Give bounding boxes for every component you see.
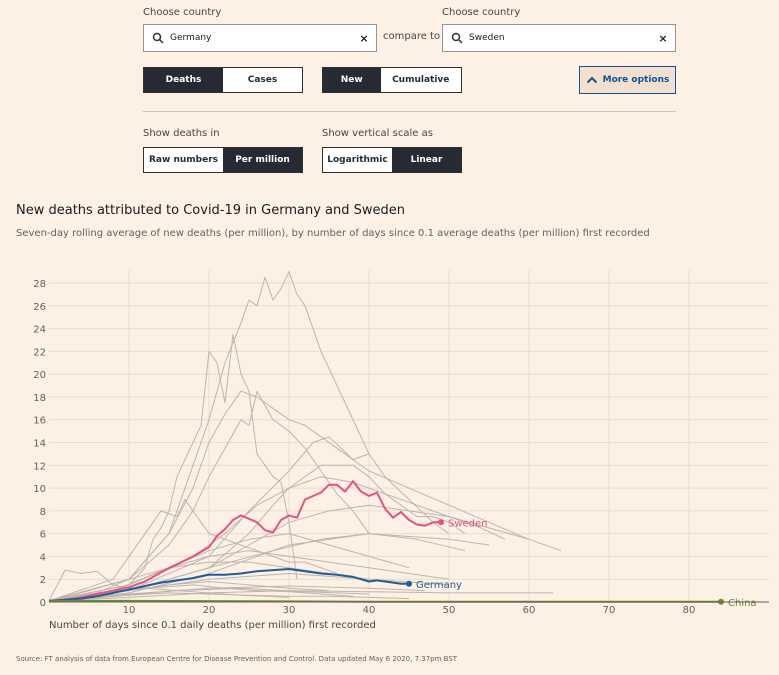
x-tick-label: 60 — [523, 605, 536, 616]
country1-label: Choose country — [143, 7, 222, 18]
x-tick-label: 80 — [683, 605, 696, 616]
y-tick-label: 18 — [33, 393, 46, 404]
clear-country2-icon[interactable]: × — [658, 31, 668, 45]
y-tick-label: 22 — [33, 347, 46, 358]
y-tick-label: 24 — [33, 325, 46, 336]
y-tick-label: 4 — [40, 552, 46, 563]
y-tick-label: 14 — [33, 439, 46, 450]
y-tick-label: 26 — [33, 302, 46, 313]
y-tick-label: 12 — [33, 461, 46, 472]
sweden-line — [48, 480, 441, 602]
chart-subtitle: Seven-day rolling average of new deaths … — [16, 228, 650, 239]
show-deaths-label: Show deaths in — [143, 128, 220, 139]
y-tick-label: 16 — [33, 416, 46, 427]
x-tick-label: 50 — [443, 605, 456, 616]
germany-line — [48, 568, 409, 602]
china-series-label: China — [728, 598, 757, 609]
country1-value: Germany — [170, 33, 212, 43]
other-country-line — [48, 590, 553, 602]
toggle-per-million[interactable]: Per million — [223, 148, 302, 172]
sweden-series-label: Sweden — [448, 518, 488, 529]
clear-country1-icon[interactable]: × — [359, 31, 369, 45]
sweden-end-marker — [438, 519, 444, 526]
germany-series-label: Germany — [416, 580, 462, 591]
x-tick-label: 10 — [123, 605, 136, 616]
toggle-raw-numbers[interactable]: Raw numbers — [144, 148, 223, 172]
other-country-line — [48, 569, 354, 602]
toggle-cumulative[interactable]: Cumulative — [380, 68, 461, 92]
scale-toggle: Logarithmic Linear — [322, 147, 462, 173]
chevron-up-icon — [586, 76, 597, 84]
more-options-label: More options — [602, 75, 670, 85]
compare-to-label: compare to — [383, 31, 441, 42]
chart-axes: 10 20 30 40 50 60 70 80024681012141618202224262… — [33, 279, 769, 616]
other-country-line — [48, 585, 426, 602]
x-tick-label: 40 — [363, 605, 376, 616]
other-country-line — [48, 581, 330, 602]
other-country-line — [48, 550, 450, 602]
y-tick-label: 6 — [40, 530, 46, 541]
mode-toggle: New Cumulative — [322, 67, 462, 93]
other-countries-lines — [48, 271, 562, 602]
other-country-line — [48, 464, 466, 602]
y-tick-label: 2 — [40, 575, 46, 586]
toggle-new[interactable]: New — [323, 68, 381, 92]
germany-end-marker — [406, 580, 412, 587]
other-country-line — [48, 390, 530, 602]
more-options-button[interactable]: More options — [579, 66, 676, 94]
metric-toggle: Deaths Cases — [143, 67, 303, 93]
chart-title: New deaths attributed to Covid-19 in Ger… — [16, 203, 405, 218]
x-tick-label: 20 — [203, 605, 216, 616]
divider — [143, 111, 676, 112]
source-note: Source: FT analysis of data from Europea… — [16, 655, 458, 663]
country1-search-input[interactable]: Germany × — [143, 24, 377, 52]
scale-label: Show vertical scale as — [322, 128, 433, 139]
other-country-line — [48, 271, 370, 602]
toggle-linear[interactable]: Linear — [392, 148, 461, 172]
chart-grid — [49, 270, 769, 602]
country2-search-input[interactable]: Sweden × — [442, 24, 676, 52]
toggle-logarithmic[interactable]: Logarithmic — [323, 148, 392, 172]
y-tick-label: 8 — [40, 507, 46, 518]
y-tick-label: 10 — [33, 484, 46, 495]
y-tick-label: 0 — [40, 598, 46, 609]
other-country-line — [48, 533, 490, 602]
other-country-line — [48, 499, 338, 602]
other-country-line — [48, 333, 298, 602]
other-country-line — [48, 592, 410, 602]
country2-label: Choose country — [442, 7, 521, 18]
other-country-line — [48, 390, 370, 602]
other-country-line — [48, 561, 370, 602]
toggle-deaths[interactable]: Deaths — [144, 68, 223, 92]
x-tick-label: 30 — [283, 605, 296, 616]
deaths-unit-toggle: Raw numbers Per million — [143, 147, 303, 173]
y-tick-label: 28 — [33, 279, 46, 290]
other-country-line — [48, 533, 410, 602]
x-tick-label: 70 — [603, 605, 616, 616]
y-tick-label: 20 — [33, 370, 46, 381]
search-icon — [451, 32, 463, 44]
x-axis-label: Number of days since 0.1 daily deaths (p… — [49, 620, 376, 631]
country2-value: Sweden — [469, 33, 505, 43]
search-icon — [152, 32, 164, 44]
toggle-cases[interactable]: Cases — [223, 68, 302, 92]
